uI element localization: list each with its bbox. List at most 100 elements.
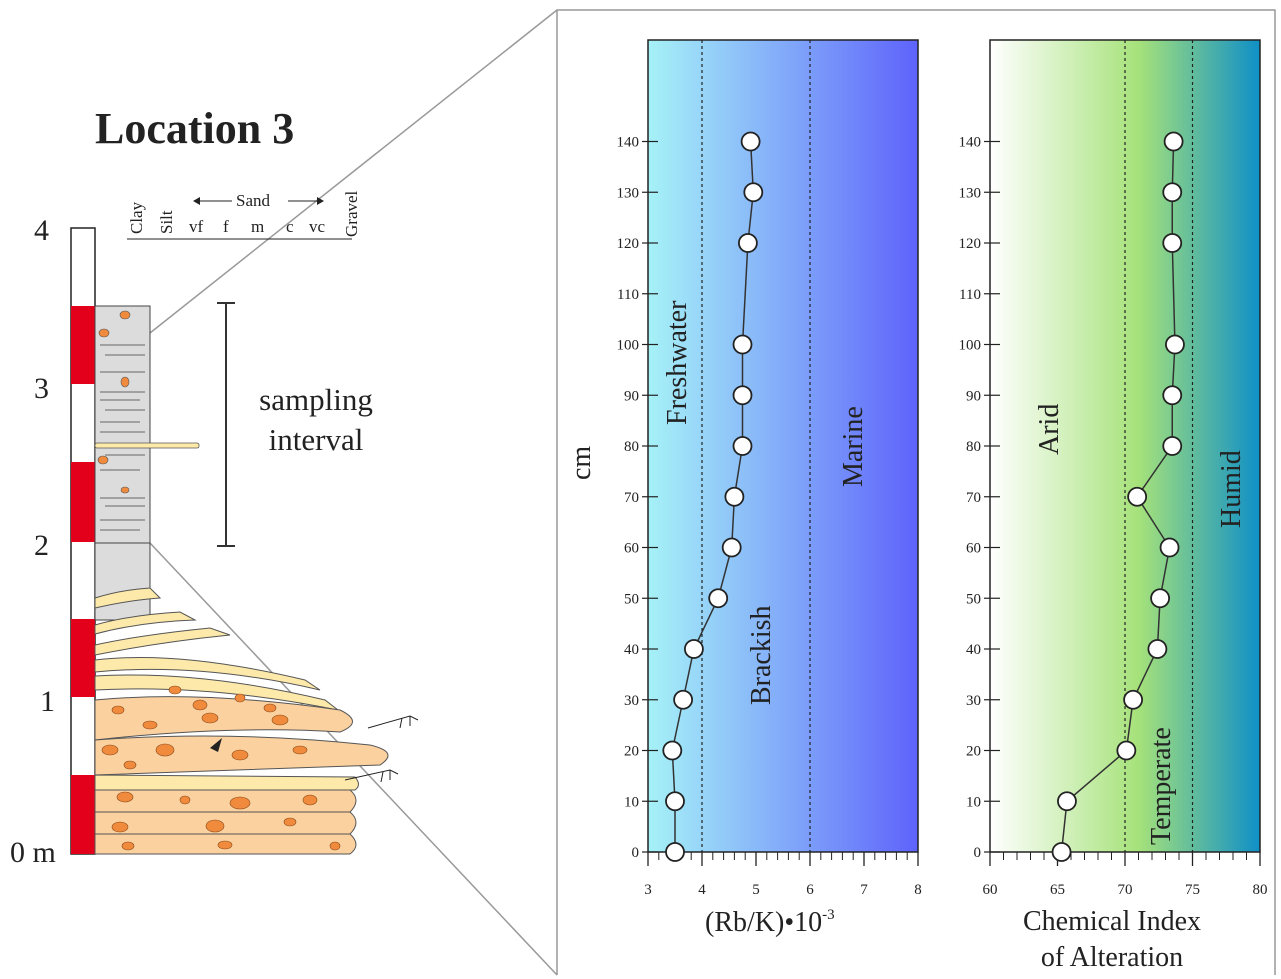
- rbk-x-tick-label: 7: [860, 882, 868, 898]
- rbk-data-point: [732, 334, 753, 355]
- cia-y-tick-label: 120: [959, 236, 982, 252]
- rbk-chart-background: [648, 40, 918, 852]
- rbk-x-axis-label-main: (Rb/K)•10: [705, 907, 822, 938]
- cia-y-tick-label: 10: [966, 794, 981, 810]
- cia-data-point: [1162, 436, 1183, 456]
- rbk-x-axis-label: (Rb/K)•10-3: [705, 907, 835, 938]
- meter-scale-bar: [70, 227, 96, 855]
- rbk-y-tick-label: 30: [624, 693, 639, 709]
- rbk-x-axis-label-exponent: -3: [822, 907, 835, 923]
- cross-bedding-symbols: [344, 715, 419, 783]
- grain-label-f: f: [223, 217, 229, 236]
- cia-data-point: [1159, 537, 1180, 558]
- cia-chart: 0 10 20 30 40 50 60 70 80 90 100 110 120 130 140 60 65 7…: [959, 39, 1268, 973]
- cia-x-tick-label: 75: [1185, 882, 1200, 898]
- cia-x-axis-label-line1: Chemical Index: [1023, 906, 1201, 937]
- rbk-plot-frame: [647, 39, 919, 853]
- rbk-y-tick-label: 20: [624, 744, 639, 760]
- cia-x-tick-label: 65: [1050, 882, 1065, 898]
- cia-data-point: [1057, 791, 1077, 812]
- grain-label-vc: vc: [309, 217, 326, 236]
- sand-unit: [94, 587, 339, 711]
- rbk-data-point: [662, 740, 683, 761]
- rbk-series-points: [662, 131, 764, 862]
- rbk-x-ticks: 3 4 5 6 7 8: [644, 852, 922, 898]
- rbk-y-axis-label: cm: [566, 446, 597, 480]
- sampling-label-line1: sampling: [259, 382, 373, 417]
- cia-data-point: [1123, 689, 1143, 710]
- rbk-y-tick-label: 0: [632, 845, 640, 861]
- stratigraphic-column: 4 3 2 1 0 m Clay Silt vf f m c vc Gravel…: [10, 190, 419, 869]
- rbk-data-point: [708, 588, 729, 609]
- rbk-data-point: [665, 842, 685, 862]
- rbk-data-point: [738, 233, 758, 253]
- grain-label-m: m: [251, 217, 264, 236]
- cia-data-point: [1147, 639, 1168, 659]
- cia-data-point: [1051, 842, 1072, 862]
- meter-label-3: 3: [34, 372, 49, 405]
- sampling-label-line2: interval: [269, 422, 364, 457]
- rbk-data-point: [673, 689, 693, 710]
- cia-data-point: [1162, 233, 1183, 253]
- rbk-x-tick-label: 5: [752, 882, 760, 898]
- rbk-y-tick-label: 40: [624, 642, 639, 658]
- location-title: Location 3: [95, 104, 294, 153]
- rbk-y-tick-label: 110: [617, 287, 639, 303]
- zone-label-arid: Arid: [1034, 404, 1065, 455]
- cia-y-tick-label: 90: [966, 388, 981, 404]
- gravel-clasts: [101, 685, 341, 851]
- lower-mud-layer: [94, 542, 151, 621]
- rbk-y-tick-label: 80: [624, 439, 639, 455]
- sampling-interval-bracket: [217, 302, 235, 547]
- rbk-y-tick-label: 140: [617, 135, 640, 151]
- cia-data-point: [1150, 588, 1170, 609]
- rbk-data-point: [740, 131, 761, 152]
- rbk-data-point: [665, 791, 685, 812]
- cia-x-ticks: 60 65 70 75 80: [983, 852, 1268, 898]
- cia-y-ticks: 0 10 20 30 40 50 60 70 80 90 100 110 120 130 140: [959, 135, 1000, 861]
- cia-y-tick-label: 30: [966, 693, 981, 709]
- rbk-x-tick-label: 8: [914, 882, 922, 898]
- cia-y-tick-label: 50: [966, 591, 981, 607]
- zone-label-marine: Marine: [838, 406, 869, 487]
- rbk-y-tick-label: 90: [624, 388, 639, 404]
- rbk-data-point: [721, 537, 742, 558]
- rbk-data-point: [732, 385, 753, 406]
- grain-label-vf: vf: [189, 217, 204, 236]
- cia-x-axis-label-line2: of Alteration: [1041, 942, 1183, 973]
- cia-y-tick-label: 130: [959, 185, 982, 201]
- zone-label-temperate: Temperate: [1146, 727, 1177, 845]
- rbk-data-point: [684, 639, 704, 659]
- rbk-y-tick-label: 70: [624, 490, 639, 506]
- rbk-y-tick-label: 10: [624, 794, 639, 810]
- cia-y-tick-label: 20: [966, 744, 981, 760]
- rbk-y-tick-label: 50: [624, 591, 639, 607]
- cia-x-tick-label: 60: [983, 882, 998, 898]
- cia-y-tick-label: 80: [966, 439, 981, 455]
- rbk-chart: 0 10 20 30 40 50 60 70 80 90 100 110 120 130 140 3 4 5 6 7…: [566, 39, 922, 938]
- cia-y-tick-label: 60: [966, 541, 981, 557]
- gravel-unit: [94, 696, 389, 855]
- cia-y-tick-label: 100: [959, 338, 982, 354]
- grain-label-clay: Clay: [127, 201, 146, 234]
- grain-label-gravel: Gravel: [342, 190, 361, 237]
- cia-data-point: [1127, 486, 1148, 507]
- rbk-x-tick-label: 6: [806, 882, 814, 898]
- rbk-y-tick-label: 60: [624, 541, 639, 557]
- grain-size-scale: Clay Silt vf f m c vc Gravel Sand: [127, 190, 361, 240]
- zone-label-brackish: Brackish: [746, 605, 777, 705]
- cia-y-tick-label: 110: [959, 287, 981, 303]
- cia-y-tick-label: 70: [966, 490, 981, 506]
- rbk-y-ticks: 0 10 20 30 40 50 60 70 80 90 100 110 120 130 140: [617, 135, 658, 861]
- cia-y-tick-label: 140: [959, 135, 982, 151]
- rbk-y-tick-label: 100: [617, 338, 640, 354]
- meter-label-0: 0 m: [10, 836, 56, 869]
- rbk-data-point: [724, 486, 745, 507]
- cia-data-point: [1116, 740, 1137, 761]
- grain-label-c: c: [286, 217, 294, 236]
- cia-plot-frame: [989, 39, 1261, 853]
- cia-series-points: [1051, 131, 1185, 862]
- meter-label-2: 2: [34, 529, 49, 562]
- cia-data-point: [1163, 131, 1184, 152]
